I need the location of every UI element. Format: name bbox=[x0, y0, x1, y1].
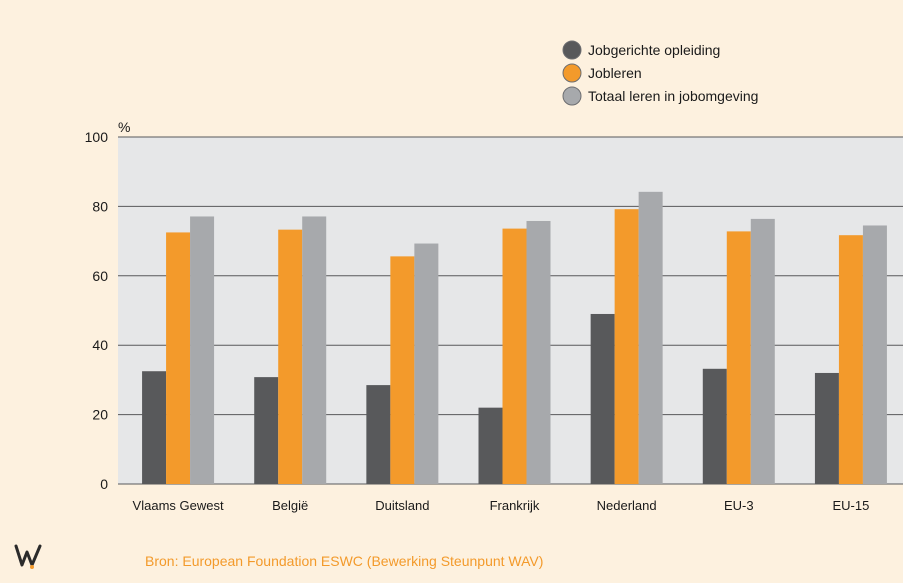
y-tick-label: 20 bbox=[92, 407, 108, 423]
bar-jobgerichte-opleiding bbox=[590, 313, 615, 484]
bar-jobgerichte-opleiding bbox=[366, 385, 391, 484]
legend-swatch bbox=[562, 40, 582, 60]
bar-jobgerichte-opleiding bbox=[478, 407, 503, 484]
x-category-label: Duitsland bbox=[375, 498, 429, 513]
bar-totaal-leren bbox=[414, 243, 439, 484]
x-category-label: België bbox=[272, 498, 308, 513]
bar-jobgerichte-opleiding bbox=[254, 377, 279, 484]
legend-label: Totaal leren in jobomgeving bbox=[588, 88, 758, 104]
y-tick-label: 100 bbox=[85, 129, 109, 145]
y-tick-label: 60 bbox=[92, 268, 108, 284]
bar-totaal-leren bbox=[638, 191, 663, 485]
bar-jobgerichte-opleiding bbox=[142, 371, 167, 484]
y-axis-ticks: 0 20 40 60 80 100 bbox=[85, 129, 109, 492]
y-tick-label: 80 bbox=[92, 198, 108, 214]
bar-jobleren bbox=[838, 235, 863, 484]
bar-jobgerichte-opleiding bbox=[814, 372, 839, 484]
bar-chart: 0 20 40 60 80 100 % Vlaams Gewest België Duitsl… bbox=[85, 40, 903, 513]
bar-jobleren bbox=[278, 229, 303, 484]
x-category-label: EU-3 bbox=[724, 498, 754, 513]
bar-jobleren bbox=[390, 256, 415, 484]
legend-swatch bbox=[562, 63, 582, 83]
legend-label: Jobleren bbox=[588, 65, 642, 81]
bar-totaal-leren bbox=[190, 216, 215, 484]
bars bbox=[142, 191, 887, 485]
y-tick-label: 0 bbox=[100, 476, 108, 492]
bar-totaal-leren bbox=[302, 216, 327, 484]
y-tick-label: 40 bbox=[92, 337, 108, 353]
y-axis-unit-label: % bbox=[118, 119, 130, 135]
x-axis-category-labels: Vlaams Gewest België Duitsland Frankrijk Ned… bbox=[133, 498, 870, 513]
bar-totaal-leren bbox=[750, 218, 775, 484]
x-category-label: EU-15 bbox=[832, 498, 869, 513]
bar-totaal-leren bbox=[526, 220, 551, 484]
x-category-label: Nederland bbox=[597, 498, 657, 513]
x-category-label: Frankrijk bbox=[490, 498, 540, 513]
bar-totaal-leren bbox=[862, 225, 887, 485]
legend-swatch bbox=[562, 86, 582, 106]
bar-jobleren bbox=[726, 231, 751, 484]
bar-jobleren bbox=[502, 228, 527, 484]
bar-jobleren bbox=[614, 209, 639, 484]
bar-jobleren bbox=[166, 232, 191, 484]
legend: Jobgerichte opleiding Jobleren Totaal lere… bbox=[562, 40, 758, 106]
bar-jobgerichte-opleiding bbox=[702, 368, 727, 484]
x-category-label: Vlaams Gewest bbox=[133, 498, 224, 513]
legend-label: Jobgerichte opleiding bbox=[588, 42, 720, 58]
source-note: Bron: European Foundation ESWC (Bewerkin… bbox=[145, 553, 544, 569]
wav-logo-icon bbox=[14, 544, 42, 569]
